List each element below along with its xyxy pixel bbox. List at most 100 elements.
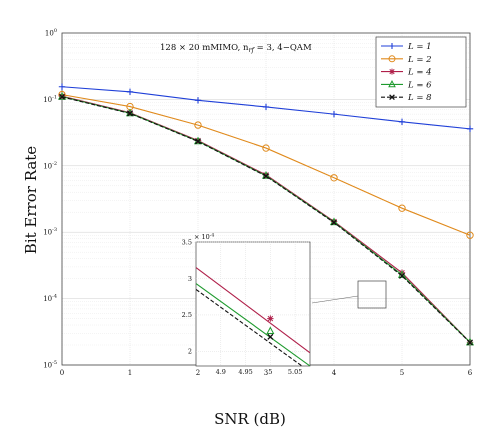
marker-plus bbox=[389, 43, 395, 49]
marker-star bbox=[389, 68, 395, 75]
inset-series-l=6 bbox=[196, 283, 310, 366]
series-l=1 bbox=[58, 83, 474, 133]
marker-plus bbox=[58, 83, 66, 90]
x-tick-label: 3 bbox=[264, 369, 268, 377]
marker-x bbox=[262, 173, 270, 180]
marker-circle bbox=[388, 55, 396, 63]
marker-circle bbox=[466, 231, 474, 239]
marker-star bbox=[262, 171, 270, 179]
y-tick-base: 10 bbox=[45, 30, 54, 38]
marker-x bbox=[389, 94, 395, 101]
marker-circle bbox=[330, 174, 338, 182]
series-line bbox=[61, 94, 471, 236]
marker-x bbox=[126, 110, 134, 117]
legend-label: L = 8 bbox=[407, 93, 432, 103]
marker-star bbox=[267, 315, 274, 322]
inset-x-tick-label: 4.9 bbox=[216, 368, 226, 376]
y-tick-base: 10 bbox=[43, 96, 52, 104]
inset-exponent-base: × 10 bbox=[194, 233, 210, 241]
legend-entry: L = 4 bbox=[381, 68, 432, 78]
x-tick-label: 1 bbox=[128, 369, 132, 377]
y-tick-base: 10 bbox=[43, 362, 52, 370]
y-tick-label: 10-1 bbox=[43, 94, 57, 104]
inset-y-tick-label: 3.5 bbox=[182, 238, 192, 246]
inset-y-tick-label: 2.5 bbox=[182, 311, 192, 319]
inset-exponent-power: -4 bbox=[210, 233, 215, 239]
x-tick-label: 5 bbox=[400, 369, 404, 377]
x-tick-label: 4 bbox=[332, 369, 337, 377]
x-tick-label: 0 bbox=[60, 369, 64, 377]
marker-triangle bbox=[266, 326, 275, 335]
marker-plus bbox=[194, 97, 202, 104]
series-l=8 bbox=[58, 93, 474, 346]
legend-entry: L = 8 bbox=[381, 93, 432, 103]
marker-plus bbox=[262, 103, 270, 111]
inset-series-l=8 bbox=[196, 288, 303, 366]
x-tick-label: 2 bbox=[196, 369, 200, 377]
y-tick-label: 10-4 bbox=[43, 294, 57, 304]
marker-circle bbox=[194, 121, 202, 129]
legend-entry: L = 1 bbox=[381, 42, 432, 52]
legend-label: L = 6 bbox=[407, 80, 432, 90]
y-tick-label: 100 bbox=[45, 28, 57, 38]
marker-x bbox=[330, 219, 338, 226]
y-tick-exponent: -3 bbox=[52, 227, 57, 233]
x-axis-ticks: 0 1 2 3 4 5 6 bbox=[60, 369, 473, 377]
marker-x bbox=[58, 93, 66, 100]
y-tick-exponent: -4 bbox=[52, 294, 57, 300]
marker-plus bbox=[126, 88, 134, 96]
series-l=2 bbox=[58, 90, 474, 239]
inset-series-layer bbox=[196, 267, 310, 366]
inset-y-tick-label: 3 bbox=[188, 275, 192, 283]
series-layer bbox=[57, 83, 475, 346]
inset-series-l=4 bbox=[196, 267, 310, 354]
inset-series-line bbox=[196, 267, 310, 354]
legend: L = 1 L = 2 L = 4 L = 6 L = 8 bbox=[375, 36, 467, 108]
marker-plus bbox=[398, 118, 406, 125]
inset-series-line bbox=[196, 283, 310, 366]
zoom-box bbox=[357, 280, 387, 309]
zoom-indicator bbox=[311, 280, 387, 309]
x-axis-label: SNR (dB) bbox=[214, 410, 286, 428]
annotation: 128 × 20 mMIMO, nrf = 3, 4−QAM bbox=[160, 43, 312, 54]
annotation-tail: = 3, 4−QAM bbox=[254, 43, 312, 53]
zoom-connector bbox=[311, 295, 359, 304]
y-tick-exponent: -2 bbox=[52, 161, 57, 167]
marker-circle bbox=[262, 144, 270, 152]
legend-entry: L = 6 bbox=[381, 80, 432, 90]
legend-label: L = 4 bbox=[407, 68, 432, 78]
legend-label: L = 2 bbox=[407, 55, 432, 65]
marker-x bbox=[267, 333, 274, 340]
inset-frame bbox=[195, 241, 311, 367]
y-axis-label: Bit Error Rate bbox=[22, 146, 40, 254]
inset-x-tick-label: 5.05 bbox=[288, 368, 302, 376]
y-tick-exponent: 0 bbox=[54, 28, 57, 34]
marker-circle bbox=[398, 204, 406, 212]
y-tick-label: 10-5 bbox=[43, 360, 57, 370]
marker-star bbox=[398, 269, 406, 276]
y-tick-base: 10 bbox=[43, 162, 52, 170]
legend-label: L = 1 bbox=[407, 42, 432, 52]
legend-entry: L = 2 bbox=[381, 55, 432, 65]
y-tick-label: 10-2 bbox=[43, 161, 57, 171]
marker-plus bbox=[466, 125, 474, 133]
inset-exponent: × 10-4 bbox=[194, 233, 214, 242]
y-tick-exponent: -5 bbox=[52, 360, 57, 366]
y-tick-exponent: -1 bbox=[52, 94, 57, 100]
marker-x bbox=[466, 339, 474, 346]
marker-triangle bbox=[388, 80, 396, 88]
annotation-subscript: rf bbox=[248, 46, 255, 54]
x-tick-label: 6 bbox=[468, 369, 473, 377]
marker-x bbox=[194, 138, 202, 145]
marker-plus bbox=[330, 110, 338, 118]
marker-x bbox=[398, 272, 406, 279]
y-tick-base: 10 bbox=[43, 229, 52, 237]
inset-series-line bbox=[196, 288, 303, 366]
inset-x-tick-label: 4.95 bbox=[238, 368, 252, 376]
inset-y-tick-label: 2 bbox=[188, 348, 192, 356]
y-tick-base: 10 bbox=[43, 295, 52, 303]
inset-x-tick-label: 5 bbox=[268, 368, 272, 376]
y-tick-label: 10-3 bbox=[43, 227, 57, 237]
